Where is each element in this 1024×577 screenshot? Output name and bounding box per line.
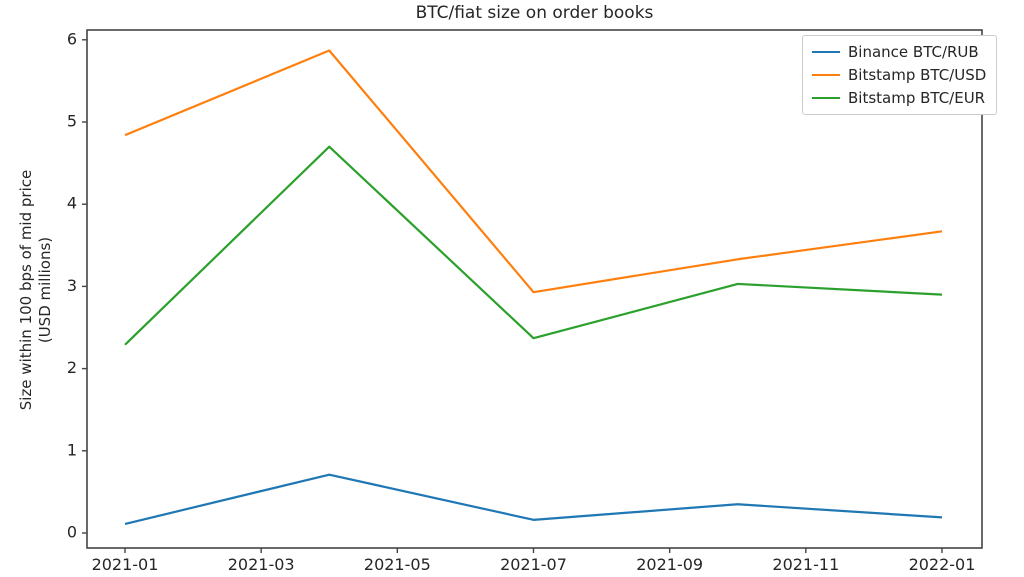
legend: Binance BTC/RUB Bitstamp BTC/USD Bitstam…	[802, 35, 998, 115]
x-tick-label: 2021-07	[500, 555, 567, 574]
x-tick-label: 2021-01	[92, 555, 159, 574]
series-line-bitstamp-btc-eur	[124, 145, 943, 346]
legend-line-swatch-orange	[812, 74, 840, 76]
legend-label: Binance BTC/RUB	[848, 43, 979, 61]
series-line-bitstamp-btc-usd	[124, 49, 943, 294]
x-tick-label: 2021-09	[636, 555, 703, 574]
series-line-binance-btc-rub	[124, 473, 943, 526]
legend-line-swatch-green	[812, 97, 840, 99]
x-tick-label: 2022-01	[909, 555, 976, 574]
x-tick-label: 2021-05	[364, 555, 431, 574]
x-tick-label: 2021-11	[772, 555, 839, 574]
x-tick-label: 2021-03	[228, 555, 295, 574]
legend-line-swatch-blue	[812, 51, 840, 53]
chart-title: BTC/fiat size on order books	[415, 3, 654, 23]
legend-label: Bitstamp BTC/USD	[848, 66, 987, 84]
y-tick-label: 6	[67, 29, 77, 48]
legend-item-binance-btc-rub: Binance BTC/RUB	[812, 43, 986, 61]
plot-frame	[86, 29, 983, 549]
y-tick-label: 4	[67, 194, 77, 213]
legend-label: Bitstamp BTC/EUR	[848, 89, 986, 107]
y-tick-label: 5	[67, 112, 77, 131]
y-tick-label: 0	[67, 523, 77, 542]
y-tick-label: 3	[67, 276, 77, 295]
legend-item-bitstamp-btc-eur: Bitstamp BTC/EUR	[812, 89, 986, 107]
y-tick-label: 2	[67, 358, 77, 377]
legend-item-bitstamp-btc-usd: Bitstamp BTC/USD	[812, 66, 986, 84]
y-tick-label: 1	[67, 440, 77, 459]
